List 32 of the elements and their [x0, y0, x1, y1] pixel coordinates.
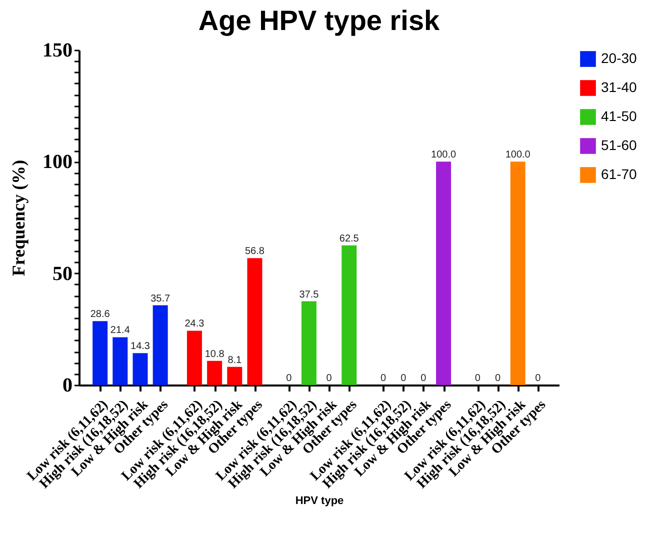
y-tick-label: 150 — [42, 40, 72, 62]
data-label: 62.5 — [339, 233, 360, 244]
data-label: 0 — [420, 373, 427, 384]
data-label: 8.1 — [228, 354, 242, 366]
data-label: 24.3 — [184, 318, 205, 330]
data-label: 21.4 — [110, 325, 130, 336]
legend-label: 61-70 — [601, 166, 638, 182]
x-axis-title: HPV type — [295, 495, 344, 507]
y-tick-label: 50 — [52, 262, 72, 285]
y-axis-title: Frequency (%) — [8, 160, 28, 276]
legend-label: 41-50 — [601, 108, 638, 124]
chart-title: Age HPV type risk — [198, 5, 440, 36]
data-label: 0 — [494, 373, 501, 384]
legend-label: 31-40 — [601, 79, 638, 95]
data-label: 0 — [286, 373, 292, 384]
legend-label: 51-60 — [601, 137, 638, 153]
y-tick-label: 0 — [62, 374, 72, 396]
data-label: 28.6 — [90, 309, 110, 320]
data-label: 0 — [400, 373, 407, 384]
data-label: 0 — [474, 373, 481, 384]
data-label: 100.0 — [431, 150, 456, 161]
data-label: 56.8 — [244, 246, 265, 258]
data-label: 0 — [535, 373, 542, 384]
legend-label: 20-30 — [601, 50, 638, 66]
data-label: 37.5 — [299, 289, 320, 300]
y-tick-label: 100 — [42, 151, 72, 174]
data-label: 10.8 — [204, 348, 225, 360]
data-label: 100.0 — [505, 150, 531, 161]
data-label: 0 — [380, 373, 386, 384]
data-label: 35.7 — [150, 293, 170, 304]
data-label: 14.3 — [130, 341, 150, 352]
data-label: 0 — [326, 373, 332, 384]
